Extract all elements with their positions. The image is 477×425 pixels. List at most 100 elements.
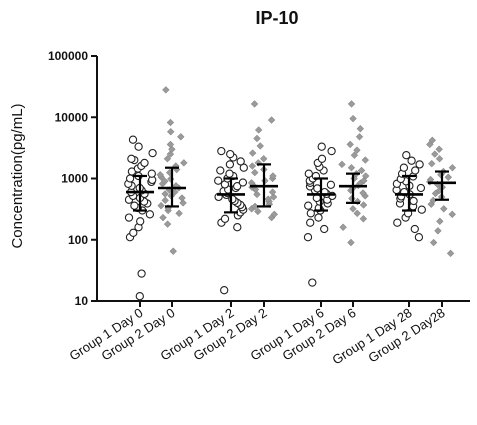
y-tick-label: 1000 <box>61 172 88 186</box>
data-point <box>220 214 230 223</box>
data-point <box>254 126 263 134</box>
data-point <box>326 180 336 189</box>
data-point <box>163 220 172 228</box>
data-point <box>355 133 364 141</box>
data-point <box>162 86 170 94</box>
data-point <box>415 160 424 169</box>
data-point <box>435 145 443 154</box>
data-point <box>179 199 187 207</box>
data-point <box>161 196 169 205</box>
data-point <box>361 156 370 164</box>
data-point <box>163 155 172 163</box>
data-point <box>157 201 165 210</box>
y-tick-label: 100 <box>68 233 88 247</box>
data-point <box>444 173 453 181</box>
data-point <box>349 114 357 123</box>
data-point <box>440 205 448 213</box>
data-point <box>166 150 175 158</box>
y-tick-label: 10000 <box>55 110 89 124</box>
data-point <box>317 142 326 151</box>
data-point <box>136 217 145 226</box>
data-point <box>431 150 439 158</box>
data-point <box>253 134 261 143</box>
data-point <box>225 169 234 178</box>
data-point <box>214 176 223 185</box>
data-point <box>346 140 354 149</box>
data-point <box>411 166 420 175</box>
data-point <box>304 201 313 210</box>
data-point <box>356 124 365 133</box>
data-point <box>393 218 402 227</box>
data-point <box>416 183 426 193</box>
data-point <box>233 182 242 191</box>
data-point <box>166 118 175 127</box>
data-point <box>140 158 149 168</box>
data-point <box>148 148 157 158</box>
data-point <box>428 136 437 145</box>
data-point <box>127 154 136 163</box>
data-point <box>317 154 327 163</box>
data-point <box>407 156 416 165</box>
data-point <box>339 223 347 232</box>
data-point <box>410 224 419 234</box>
data-point <box>347 100 356 108</box>
y-tick-label: 100000 <box>48 49 88 63</box>
data-point <box>270 210 279 219</box>
data-point <box>357 166 366 175</box>
data-point <box>269 172 277 180</box>
data-point <box>264 195 272 203</box>
y-axis-label: Concentration(pg/mL) <box>9 103 26 248</box>
data-point <box>327 146 336 156</box>
data-point <box>313 184 322 193</box>
data-point <box>303 233 313 242</box>
data-point <box>256 142 265 150</box>
data-point <box>161 177 169 186</box>
data-point <box>225 160 235 169</box>
data-point <box>147 169 156 178</box>
data-point <box>128 135 138 144</box>
data-point <box>434 227 442 235</box>
data-point <box>409 196 418 206</box>
data-point <box>306 218 315 227</box>
data-point <box>435 155 444 163</box>
data-point <box>308 278 317 287</box>
data-points <box>124 86 457 301</box>
data-point <box>304 169 313 178</box>
data-point <box>347 238 355 247</box>
data-point <box>166 127 175 136</box>
data-point <box>135 292 144 301</box>
data-point <box>306 209 315 218</box>
data-point <box>125 174 135 183</box>
data-point <box>248 149 257 157</box>
data-point <box>180 159 188 167</box>
data-point <box>359 215 368 223</box>
data-point <box>220 286 229 295</box>
chart-title: IP-10 <box>255 8 298 28</box>
data-point <box>446 249 455 258</box>
data-point <box>137 269 146 278</box>
data-point <box>359 201 368 209</box>
data-point <box>124 213 134 222</box>
data-point <box>347 163 356 172</box>
data-point <box>417 205 426 214</box>
data-point <box>448 163 457 172</box>
data-point <box>238 178 248 187</box>
data-point <box>269 193 278 201</box>
data-point <box>130 201 139 210</box>
data-point <box>320 224 329 234</box>
data-point <box>175 209 183 218</box>
data-point <box>226 149 235 159</box>
data-point <box>156 171 164 179</box>
data-point <box>134 142 143 151</box>
data-point <box>338 160 346 169</box>
data-point <box>361 172 370 180</box>
data-point <box>448 210 457 219</box>
data-point <box>250 100 259 108</box>
data-point <box>216 166 225 175</box>
axes: 10 100 1000 10000 100000 <box>48 49 470 308</box>
data-point <box>129 228 138 237</box>
data-point <box>360 176 368 185</box>
data-point <box>359 189 367 197</box>
data-point <box>349 205 357 213</box>
data-point <box>427 159 436 168</box>
